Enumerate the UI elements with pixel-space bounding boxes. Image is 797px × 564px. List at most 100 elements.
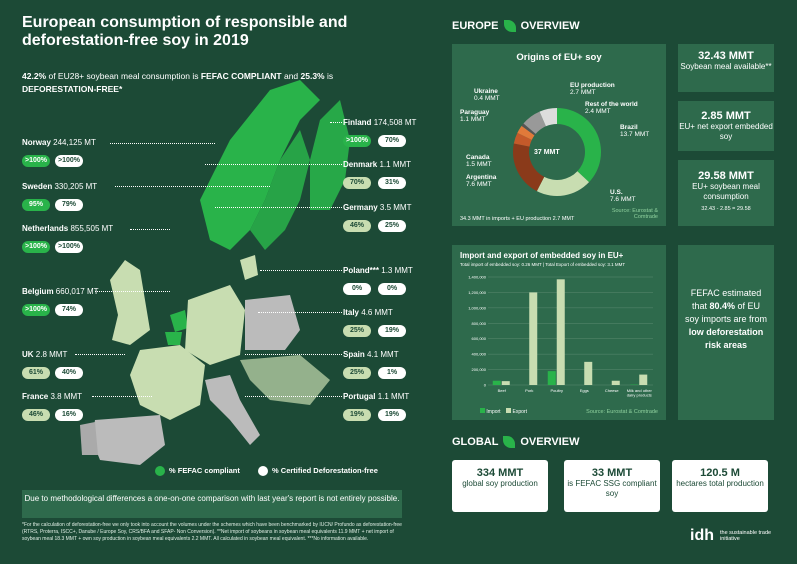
- x-tick-label: Beef: [498, 388, 507, 393]
- label-us: U.S. 7.6 MMT: [610, 189, 636, 203]
- y-tick-label: 200,000: [472, 367, 487, 372]
- germany-fefac: 46%: [343, 220, 371, 232]
- fefac-note: FEFAC estimated that 80.4% of EU soy imp…: [678, 245, 774, 420]
- y-tick-label: 1,200,000: [468, 290, 487, 295]
- norway-fefac: >100%: [22, 155, 50, 167]
- idh-logo: idh the sustainable trade initiative: [690, 527, 772, 544]
- bar-export-beef: [501, 381, 510, 385]
- leaf-icon: [503, 436, 516, 449]
- chart-subtitle: Total import of embedded soy: 0.26 MMT |…: [460, 262, 626, 267]
- label-france: France 3.8 MMT: [22, 392, 83, 401]
- italy-fefac: 25%: [343, 325, 371, 337]
- label-denmark: Denmark 1.1 MMT: [343, 160, 412, 169]
- label-finland: Finland 174,508 MT: [343, 118, 417, 127]
- origins-note: 34.3 MMT in imports + EU production 2.7 …: [460, 216, 575, 222]
- stat-consumption: 29.58 MMT EU+ soybean meal consumption 3…: [678, 160, 774, 226]
- donut-slice-paraguay: [517, 125, 535, 140]
- stat-soybean-meal: 32.43 MMT Soybean meal available**: [678, 44, 774, 92]
- label-spain: Spain 4.1 MMT: [343, 350, 399, 359]
- spain-defo: 1%: [378, 367, 406, 379]
- donut-center: 37 MMT: [534, 149, 560, 156]
- label-poland: Poland*** 1.3 MMT: [343, 266, 413, 275]
- donut-slice-rest-of-the-world: [539, 108, 557, 127]
- portugal-defo: 19%: [378, 409, 406, 421]
- france-fefac: 46%: [22, 409, 50, 421]
- denmark-defo: 31%: [378, 177, 406, 189]
- netherlands-defo: >100%: [55, 241, 83, 253]
- intro-text: 42.2% of EU28+ soybean meal consumption …: [22, 71, 334, 94]
- label-paraguay: Paraguay 1.1 MMT: [460, 109, 490, 123]
- germany-defo: 25%: [378, 220, 406, 232]
- y-tick-label: 600,000: [472, 336, 487, 341]
- label-eu-production: EU production 2.7 MMT: [570, 82, 615, 96]
- donut-slice-ukraine: [521, 123, 536, 136]
- bar-export-milk: [639, 374, 648, 385]
- norway-defo: >100%: [55, 155, 83, 167]
- x-tick-label: Eggs: [580, 388, 589, 393]
- bar-export-pork: [529, 292, 538, 385]
- map-belgium: [165, 332, 182, 345]
- label-germany: Germany 3.5 MMT: [343, 203, 412, 212]
- europe-overview-header: EUROPE OVERVIEW: [452, 20, 580, 33]
- stat-net-export: 2.85 MMT EU+ net export embedded soy: [678, 101, 774, 151]
- footnote: *For the calculation of deforestation-fr…: [22, 522, 402, 542]
- poland-defo: 0%: [378, 283, 406, 295]
- global-production-box: 334 MMT global soy production: [452, 460, 548, 512]
- donut-slice-u-s-: [536, 171, 590, 196]
- map-uk: [110, 260, 150, 345]
- bar-export-poultry: [556, 279, 565, 385]
- label-sweden: Sweden 330,205 MT: [22, 182, 98, 191]
- origins-source: Source: Eurostat & Comtrade: [611, 208, 658, 220]
- uk-defo: 40%: [55, 367, 83, 379]
- map-spain: [92, 415, 165, 465]
- donut-slice-canada: [513, 132, 532, 147]
- finland-fefac: >100%: [343, 135, 371, 147]
- x-tick-label: Poultry: [551, 388, 563, 393]
- y-tick-label: 1,000,000: [468, 305, 487, 310]
- poland-fefac: 0%: [343, 283, 371, 295]
- map-poland: [245, 295, 300, 350]
- y-tick-label: 400,000: [472, 352, 487, 357]
- map-italy: [205, 375, 260, 445]
- map-rest: [240, 355, 330, 405]
- origins-donut: [513, 108, 601, 196]
- x-tick-label: Pork: [525, 388, 533, 393]
- finland-defo: 70%: [378, 135, 406, 147]
- label-belgium: Belgium 660,017 MT: [22, 287, 99, 296]
- label-netherlands: Netherlands 855,505 MT: [22, 224, 114, 233]
- map-denmark: [240, 255, 258, 280]
- belgium-fefac: >100%: [22, 304, 50, 316]
- chart-title: Import and export of embedded soy in EU+: [460, 251, 624, 260]
- donut-slice-eu-production: [523, 111, 546, 134]
- x-tick-label: Milk and other dairy products: [627, 388, 653, 398]
- leaf-icon: [503, 20, 516, 33]
- origins-panel: Origins of EU+ soy 37 MMT Ukraine 0.4 MMT…: [452, 44, 666, 226]
- label-italy: Italy 4.6 MMT: [343, 308, 393, 317]
- italy-defo: 19%: [378, 325, 406, 337]
- label-norway: Norway 244,125 MT: [22, 138, 96, 147]
- label-portugal: Portugal 1.1 MMT: [343, 392, 410, 401]
- portugal-fefac: 19%: [343, 409, 371, 421]
- bar-import-beef: [492, 380, 501, 385]
- y-tick-label: 0: [484, 383, 487, 388]
- trade-bar-chart: 0 200,000 400,000 600,000 800,000 1,000,000 1,…: [468, 275, 653, 398]
- uk-fefac: 61%: [22, 367, 50, 379]
- netherlands-fefac: >100%: [22, 241, 50, 253]
- bar-import-poultry: [547, 371, 556, 385]
- donut-slice-brazil: [557, 108, 601, 183]
- global-hectares-box: 120.5 M hectares total production: [672, 460, 768, 512]
- label-rest-world: Rest of the world 2.4 MMT: [585, 101, 638, 115]
- map-finland: [310, 100, 350, 210]
- belgium-defo: 74%: [55, 304, 83, 316]
- map-legend: % FEFAC compliant % Certified Deforestat…: [155, 466, 378, 477]
- denmark-fefac: 70%: [343, 177, 371, 189]
- x-tick-label: Cheese: [605, 388, 620, 393]
- origins-title: Origins of EU+ soy: [516, 52, 602, 63]
- y-tick-label: 800,000: [472, 321, 487, 326]
- map-france: [130, 345, 205, 420]
- donut-slice-argentina: [513, 143, 545, 192]
- method-note: Due to methodological differences a one-…: [22, 490, 402, 518]
- chart-source: Source: Eurostat & Comtrade: [586, 409, 658, 415]
- spain-fefac: 25%: [343, 367, 371, 379]
- sweden-fefac: 95%: [22, 199, 50, 211]
